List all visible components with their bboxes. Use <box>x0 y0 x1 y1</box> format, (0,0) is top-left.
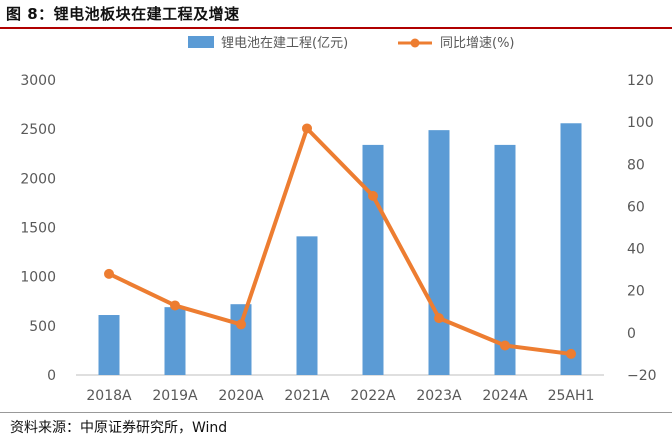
y-left-tick-label: 3000 <box>20 73 56 89</box>
growth-point <box>104 268 114 279</box>
growth-point <box>170 300 180 311</box>
growth-point <box>302 123 312 134</box>
plot-area: 0 500 1000 1500 2000 2500 3000 −20 0 20 40 60 80 100 1… <box>20 73 656 404</box>
source-note: 资料来源：中原证券研究所，Wind <box>10 420 228 436</box>
legend-line-marker <box>410 38 420 48</box>
x-tick-label: 2023A <box>416 388 462 404</box>
x-tick-label: 2018A <box>86 388 132 404</box>
y-right-tick-label: 120 <box>627 73 654 89</box>
legend-bar-label: 锂电池在建工程(亿元) <box>221 36 348 51</box>
x-tick-label: 2022A <box>350 388 396 404</box>
growth-point <box>566 348 576 359</box>
title-divider <box>0 27 672 29</box>
chart-area: 锂电池在建工程(亿元) 同比增速(%) 05001000150020002500… <box>20 36 657 404</box>
growth-point <box>434 313 444 324</box>
y-right-tick-label: 0 <box>627 326 636 342</box>
bar <box>98 315 120 375</box>
growth-line <box>107 126 573 356</box>
bar <box>164 307 186 375</box>
y-right-tick-label: −20 <box>627 368 657 384</box>
y-right-tick-label: 100 <box>627 115 654 131</box>
growth-point <box>500 340 510 351</box>
y-left-tick-label: 0 <box>47 368 56 384</box>
x-tick-label: 2021A <box>284 388 330 404</box>
y-left-tick-label: 2500 <box>20 122 56 138</box>
y-right-tick-label: 60 <box>627 199 645 215</box>
x-tick-label: 25AH1 <box>548 388 595 404</box>
y-left-tick-label: 1000 <box>20 270 56 286</box>
y-right-tick-label: 40 <box>627 242 645 258</box>
x-tick-label: 2019A <box>152 388 198 404</box>
source-divider <box>0 412 672 413</box>
growth-point <box>368 190 378 201</box>
bar <box>494 144 516 375</box>
bar <box>428 130 450 375</box>
y-right-tick-label: 80 <box>627 157 645 173</box>
legend-bar-swatch <box>188 36 214 48</box>
legend-line-label: 同比增速(%) <box>440 36 515 51</box>
x-tick-label: 2020A <box>218 388 264 404</box>
growth-point <box>236 319 246 330</box>
y-right-tick-label: 20 <box>627 284 645 300</box>
bar <box>296 236 318 375</box>
y-left-tick-label: 1500 <box>20 221 56 237</box>
y-left-tick-label: 2000 <box>20 171 56 187</box>
bar <box>362 144 384 375</box>
x-tick-label: 2024A <box>482 388 528 404</box>
bar <box>230 304 252 375</box>
y-left-tick-label: 500 <box>29 319 56 335</box>
bar <box>560 123 582 376</box>
legend: 锂电池在建工程(亿元) 同比增速(%) <box>188 36 515 51</box>
figure-title: 图 8：锂电池板块在建工程及增速 <box>6 5 240 23</box>
